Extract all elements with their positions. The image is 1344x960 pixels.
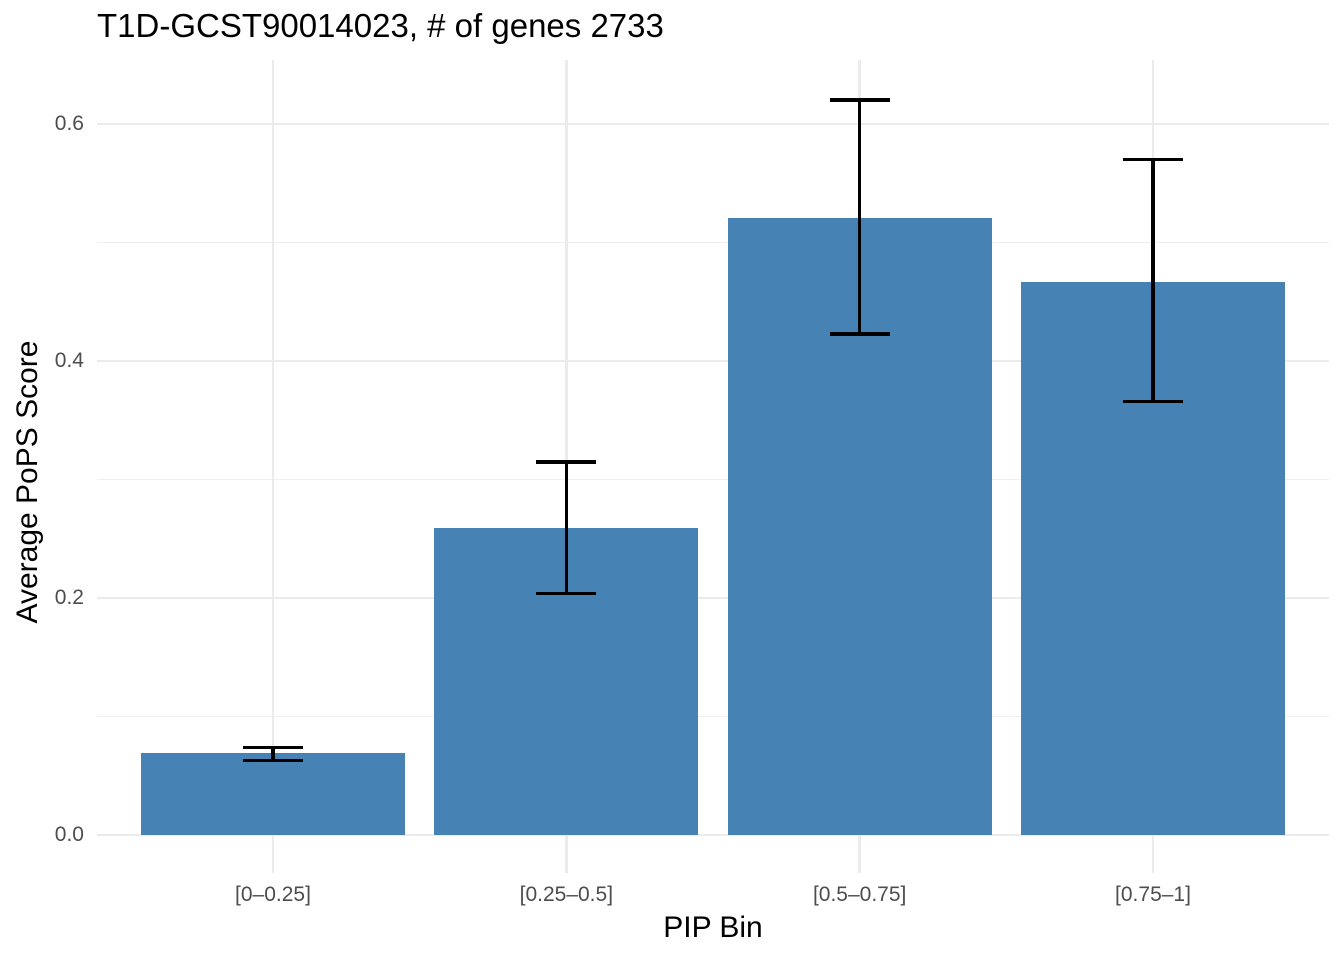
gridline-minor-y	[97, 241, 1329, 244]
gridline-major-y	[97, 359, 1329, 363]
x-tick-label: [0–0.25]	[235, 883, 311, 906]
chart-title: T1D-GCST90014023, # of genes 2733	[97, 7, 664, 44]
error-bar-cap-bottom	[243, 758, 303, 763]
x-tick-label: [0.5–0.75]	[812, 883, 907, 906]
error-bar-cap-bottom	[1123, 399, 1183, 404]
gridline-major-y	[97, 122, 1329, 126]
error-bar-cap-bottom	[536, 591, 597, 596]
gridline-major-y	[97, 596, 1329, 600]
x-axis-title: PIP Bin	[663, 911, 763, 944]
x-tick-label: [0.75–1]	[1115, 883, 1191, 906]
error-bar-line	[1151, 159, 1155, 402]
gridline-x	[271, 60, 275, 873]
error-bar-cap-bottom	[829, 331, 890, 336]
error-bar-line	[271, 747, 275, 761]
error-bar-line	[564, 461, 569, 594]
y-tick-label: 0.6	[54, 111, 84, 135]
y-tick-label: 0.2	[54, 586, 84, 610]
error-bar-cap-top	[536, 459, 597, 464]
gridline-minor-y	[97, 478, 1329, 481]
error-bar-line	[857, 100, 862, 334]
y-tick-label: 0.4	[54, 349, 84, 373]
y-tick-label: 0.0	[54, 823, 84, 847]
error-bar-cap-top	[243, 745, 303, 750]
x-tick-label: [0.25–0.5]	[519, 883, 614, 906]
gridline-minor-y	[97, 715, 1329, 718]
gridline-major-y	[97, 833, 1329, 837]
error-bar-cap-top	[1123, 157, 1183, 162]
bar	[141, 753, 405, 836]
error-bar-cap-top	[829, 98, 890, 103]
